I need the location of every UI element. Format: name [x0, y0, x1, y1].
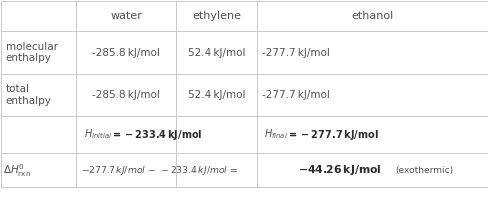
Text: -277.7 kJ/mol: -277.7 kJ/mol: [261, 90, 329, 100]
Text: molecular
enthalpy: molecular enthalpy: [5, 42, 58, 63]
Text: ethylene: ethylene: [192, 11, 241, 21]
Text: ethanol: ethanol: [351, 11, 393, 21]
Text: -285.8 kJ/mol: -285.8 kJ/mol: [92, 48, 160, 58]
Text: (exothermic): (exothermic): [395, 166, 453, 175]
Text: $\mathbf{= -233.4\,kJ/mol}$: $\mathbf{= -233.4\,kJ/mol}$: [111, 128, 203, 141]
Text: -277.7 kJ/mol: -277.7 kJ/mol: [261, 48, 329, 58]
Text: -285.8 kJ/mol: -285.8 kJ/mol: [92, 90, 160, 100]
Text: $\mathbf{-44.26\,kJ/mol}$: $\mathbf{-44.26\,kJ/mol}$: [298, 163, 381, 177]
Text: 52.4 kJ/mol: 52.4 kJ/mol: [187, 48, 244, 58]
Text: $-277.7\,kJ/mol\,-\,-233.4\,kJ/mol\,=$: $-277.7\,kJ/mol\,-\,-233.4\,kJ/mol\,=$: [81, 164, 238, 177]
Text: $\Delta H^0_{\rm rxn}$: $\Delta H^0_{\rm rxn}$: [3, 162, 31, 179]
Text: total
enthalpy: total enthalpy: [5, 84, 51, 106]
Text: $\mathbf{= -277.7\,kJ/mol}$: $\mathbf{= -277.7\,kJ/mol}$: [287, 128, 378, 141]
Text: water: water: [110, 11, 142, 21]
Text: $\mathit{H}_{\mathit{final}}$: $\mathit{H}_{\mathit{final}}$: [264, 128, 287, 141]
Text: $\mathit{H}_{\mathit{initial}}$: $\mathit{H}_{\mathit{initial}}$: [83, 128, 111, 141]
Text: 52.4 kJ/mol: 52.4 kJ/mol: [187, 90, 244, 100]
